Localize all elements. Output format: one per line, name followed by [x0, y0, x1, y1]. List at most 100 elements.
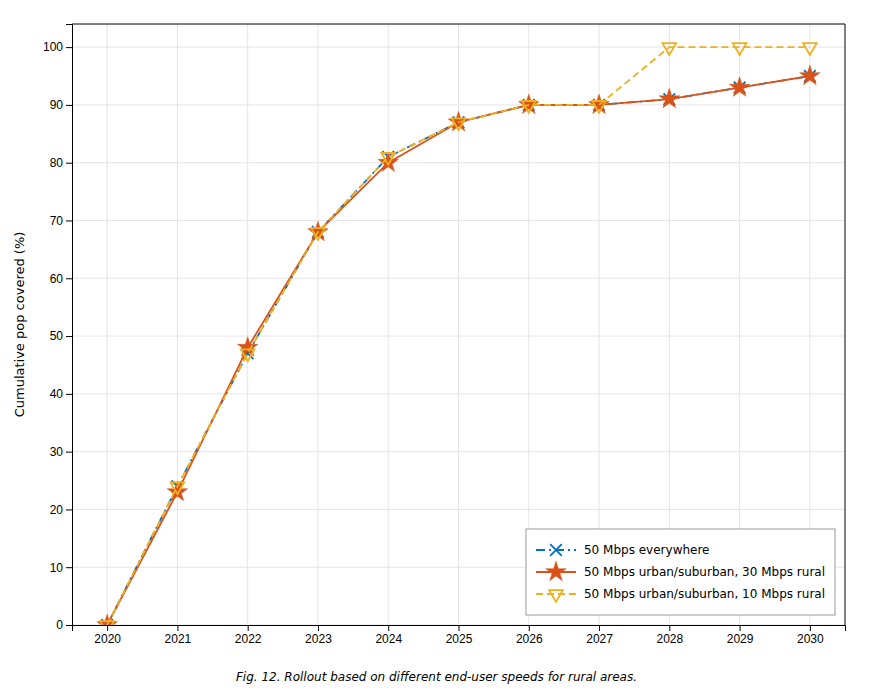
tick-label: 2022: [235, 632, 262, 646]
point: [100, 621, 114, 625]
tick-label: 2029: [727, 632, 754, 646]
tick-label: 2030: [797, 632, 824, 646]
grid-line: [247, 24, 248, 625]
legend-marker: [550, 544, 562, 556]
tick-label: 2024: [375, 632, 402, 646]
tick-label: 60: [50, 272, 64, 286]
tick: 2023: [305, 625, 332, 646]
tick-mark: [66, 336, 72, 337]
point: [733, 43, 747, 55]
tick-label: 100: [43, 40, 63, 54]
tick-mark: [248, 625, 249, 631]
plot: 2020 2021 2022 2023 2024 2025 2026 2027 2028 2029…: [43, 24, 846, 646]
tick: 0: [56, 618, 72, 632]
point: [800, 65, 820, 84]
tick: 2025: [446, 625, 473, 646]
axis-line: [73, 626, 846, 632]
tick-mark: [66, 47, 72, 48]
tick-label: 50: [50, 329, 64, 343]
tick-mark: [66, 394, 72, 395]
tick-label: 10: [50, 561, 64, 575]
tick-label: 90: [50, 98, 64, 112]
tick-label: 20: [50, 503, 64, 517]
point: [448, 111, 468, 130]
tick-mark: [459, 625, 460, 631]
tick-mark: [66, 220, 72, 221]
tick-label: 30: [50, 445, 64, 459]
tick-label: 40: [50, 387, 64, 401]
point: [241, 349, 255, 361]
tick-mark: [66, 567, 72, 568]
tick: 2021: [165, 625, 192, 646]
point: [803, 43, 817, 55]
legend: 50 Mbps everywhere 50 Mbps urban/suburban…: [526, 529, 835, 615]
grid-line: [317, 24, 318, 625]
legend-marker: [549, 590, 563, 602]
plot-frame: [845, 24, 846, 625]
tick: 70: [50, 214, 72, 228]
tick-mark: [66, 278, 72, 279]
series-line: [107, 76, 810, 625]
tick: 40: [50, 387, 72, 401]
tick: 20: [50, 503, 72, 517]
point: [729, 77, 749, 96]
tick-label: 2028: [656, 632, 683, 646]
tick-label: 2026: [516, 632, 543, 646]
point: [592, 101, 606, 113]
grid-line: [388, 24, 389, 625]
tick: 2030: [797, 625, 824, 646]
tick: 30: [50, 445, 72, 459]
grid-line: [177, 24, 178, 625]
tick-label: 70: [50, 214, 64, 228]
point: [381, 153, 395, 165]
tick-mark: [66, 509, 72, 510]
y-axis-title: Cumulative pop covered (%): [12, 232, 27, 418]
tick-mark: [66, 452, 72, 453]
plot-frame: [72, 24, 845, 25]
point: [378, 152, 398, 171]
tick: 2024: [375, 625, 402, 646]
legend-item: 50 Mbps urban/suburban, 10 Mbps rural: [536, 587, 825, 602]
tick-mark: [388, 625, 389, 631]
tick-label: 80: [50, 156, 64, 170]
legend-swatch: [536, 593, 576, 595]
tick-mark: [107, 625, 108, 631]
tick-mark: [810, 625, 811, 631]
legend-marker: [546, 561, 566, 580]
tick-label: 2023: [305, 632, 332, 646]
tick: 90: [50, 98, 72, 112]
tick: 2029: [727, 625, 754, 646]
axis-line: [66, 25, 73, 626]
point: [519, 94, 539, 113]
tick: 2022: [235, 625, 262, 646]
series-line: [107, 76, 810, 625]
tick: 10: [50, 561, 72, 575]
tick: 80: [50, 156, 72, 170]
tick: 100: [43, 40, 72, 54]
tick-label: 0: [56, 618, 63, 632]
tick-mark: [669, 625, 670, 631]
point: [452, 118, 466, 130]
legend-label: 50 Mbps everywhere: [584, 543, 710, 557]
tick-label: 2027: [586, 632, 613, 646]
tick-label: 2021: [165, 632, 192, 646]
tick: 2020: [94, 625, 121, 646]
legend-box: [526, 529, 835, 615]
point: [659, 88, 679, 107]
tick-mark: [66, 625, 72, 626]
tick-mark: [529, 625, 530, 631]
y-axis: 0 10 20 30 40 50 60 70 80 90 100: [43, 25, 73, 633]
point: [311, 228, 325, 240]
tick: 60: [50, 272, 72, 286]
legend-label: 50 Mbps urban/suburban, 10 Mbps rural: [584, 587, 825, 601]
tick-mark: [599, 625, 600, 631]
grid: [72, 24, 845, 625]
point: [167, 481, 187, 500]
tick-mark: [66, 105, 72, 106]
tick-label: 2025: [446, 632, 473, 646]
tick-mark: [318, 625, 319, 631]
legend-label: 50 Mbps urban/suburban, 30 Mbps rural: [584, 565, 825, 579]
legend-item: 50 Mbps urban/suburban, 30 Mbps rural: [536, 561, 825, 580]
chart: 2020 2021 2022 2023 2024 2025 2026 2027 2028 2029…: [0, 0, 873, 695]
point: [663, 43, 677, 55]
